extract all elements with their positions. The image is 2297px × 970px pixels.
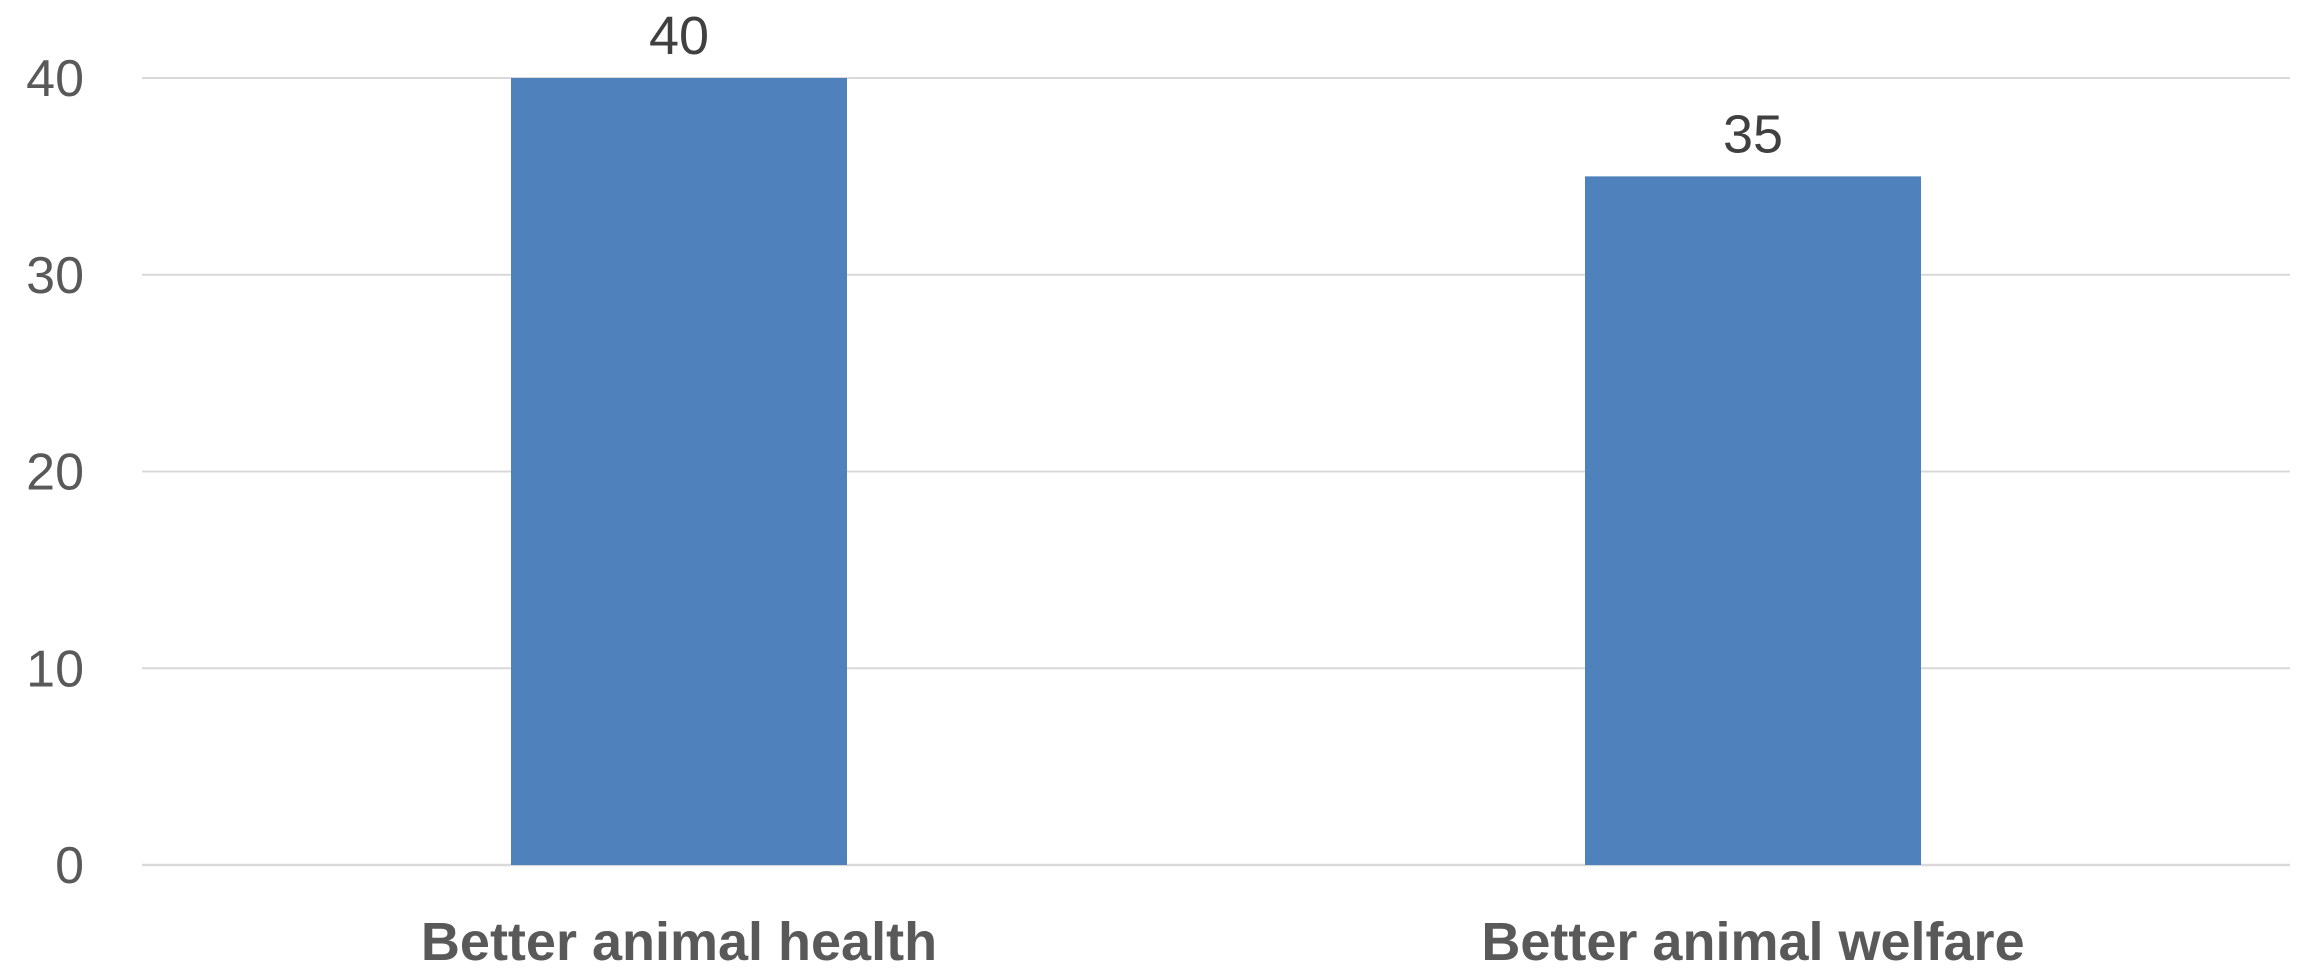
bar-2 [1585, 176, 1921, 865]
data-label-2: 35 [1723, 104, 1783, 164]
y-tick-label-40: 40 [26, 50, 84, 108]
category-label-1: Better animal health [421, 912, 937, 970]
bar-1 [511, 78, 847, 865]
y-tick-label-20: 20 [26, 444, 84, 502]
gridlines [142, 77, 2290, 867]
y-axis-tick-labels: 0 10 20 30 40 [26, 50, 84, 895]
y-tick-label-0: 0 [55, 837, 84, 895]
category-labels: Better animal health Better animal welfar… [421, 912, 2025, 970]
data-label-1: 40 [649, 6, 709, 66]
y-tick-label-10: 10 [26, 640, 84, 698]
data-labels: 40 35 [649, 6, 1783, 164]
y-tick-label-30: 30 [26, 247, 84, 305]
category-label-2: Better animal welfare [1481, 912, 2024, 970]
bars [511, 78, 1921, 865]
